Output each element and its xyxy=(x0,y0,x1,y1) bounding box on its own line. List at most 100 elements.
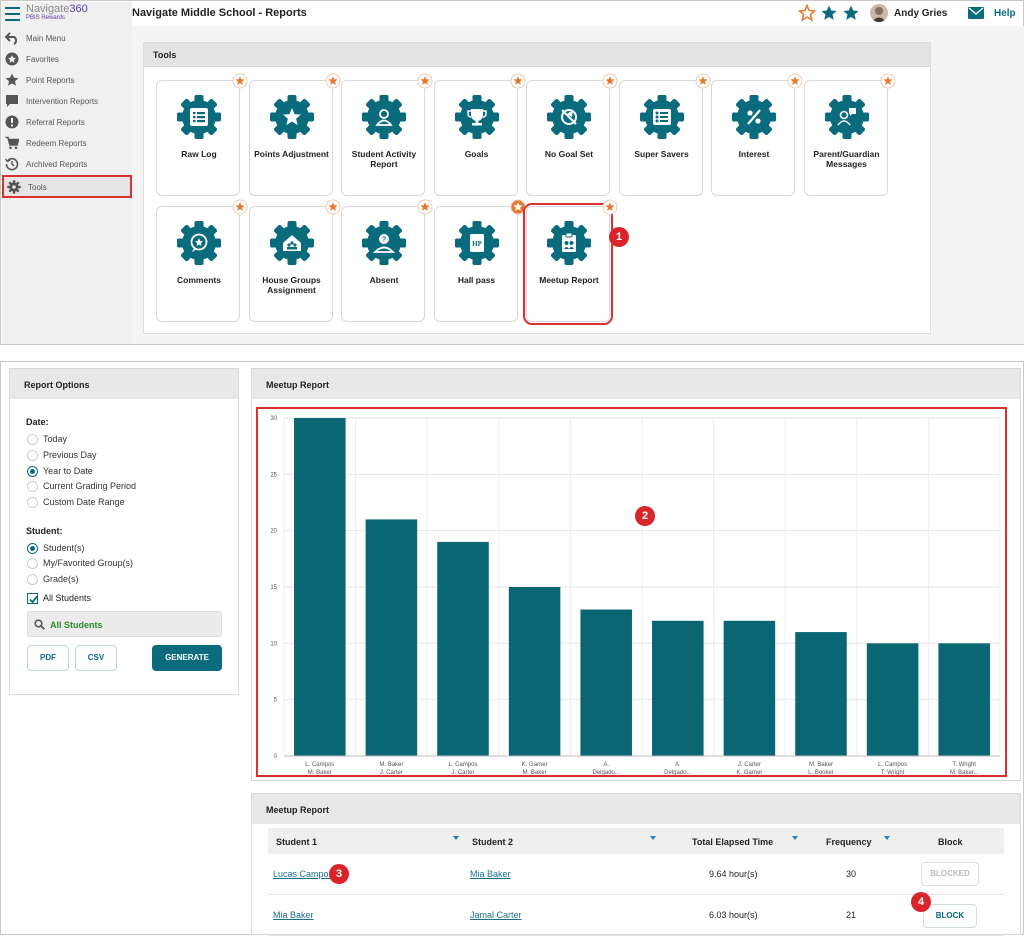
chart-bar[interactable] xyxy=(795,632,847,756)
tool-card-meetup-report[interactable]: Meetup Report xyxy=(523,199,618,325)
table-header-row: Student 1 Student 2 Total Elapsed Time F… xyxy=(268,828,1004,854)
favorite-star-icon[interactable] xyxy=(510,73,526,89)
student-option-grades[interactable]: Grade(s) xyxy=(27,573,227,587)
sidebar-item-favorites[interactable]: Favorites xyxy=(2,49,132,70)
logo-text: Navigate360 xyxy=(26,3,88,15)
chart-bar[interactable] xyxy=(508,587,561,756)
x-tick-label: L. Booker xyxy=(808,770,834,775)
chart-bar[interactable] xyxy=(652,620,704,756)
tool-card-points-adjustment[interactable]: Points Adjustment xyxy=(248,73,340,196)
tool-card-no-goal-set[interactable]: No Goal Set xyxy=(526,73,618,196)
help-link[interactable]: Help xyxy=(968,4,1018,22)
favorite-star-icon[interactable] xyxy=(880,73,896,89)
student2-link[interactable]: Mia Baker xyxy=(470,869,511,879)
chart-bar[interactable] xyxy=(365,519,418,756)
tool-card-super-savers[interactable]: Super Savers xyxy=(618,73,710,196)
csv-button[interactable]: CSV xyxy=(75,645,117,671)
blocked-button: BLOCKED xyxy=(921,862,979,886)
tool-card-label: Meetup Report xyxy=(539,275,599,285)
sidebar-item-tools[interactable]: Tools xyxy=(2,175,132,198)
column-header-student2[interactable]: Student 2 xyxy=(472,837,514,847)
percent-icon xyxy=(732,95,776,139)
y-tick-label: 25 xyxy=(270,472,277,478)
sidebar-item-main-menu[interactable]: Main Menu xyxy=(2,28,132,49)
checkbox-checked-icon xyxy=(27,593,38,604)
pdf-button[interactable]: PDF xyxy=(27,645,69,671)
student-option-students[interactable]: Student(s) xyxy=(27,542,227,556)
column-header-student1[interactable]: Student 1 xyxy=(276,837,318,847)
generate-button[interactable]: GENERATE xyxy=(152,645,222,671)
date-option-custom-date-range[interactable]: Custom Date Range xyxy=(27,496,227,510)
tool-card-label: Raw Log xyxy=(181,149,217,159)
sidebar-item-archived-reports[interactable]: Archived Reports xyxy=(2,154,132,175)
favorite-star-icon[interactable] xyxy=(602,73,618,89)
favorite-star-icon[interactable] xyxy=(325,73,341,89)
y-tick-label: 20 xyxy=(270,529,277,535)
tool-card-label: Student Activity Report xyxy=(351,149,417,169)
person-icon xyxy=(362,95,406,139)
student-search-input[interactable]: All Students xyxy=(27,611,222,637)
sidebar-item-intervention-reports[interactable]: Intervention Reports xyxy=(2,91,132,112)
block-button[interactable]: BLOCK xyxy=(923,904,977,928)
column-header-frequency[interactable]: Frequency xyxy=(826,837,872,847)
sidebar-item-point-reports[interactable]: Point Reports xyxy=(2,70,132,91)
tool-card-raw-log[interactable]: Raw Log xyxy=(156,73,248,196)
sort-icon[interactable] xyxy=(884,836,890,840)
step-marker-3: 3 xyxy=(329,864,349,884)
sort-icon[interactable] xyxy=(453,836,459,840)
date-option-today[interactable]: Today xyxy=(27,433,227,447)
radio-selected-icon xyxy=(27,543,38,554)
logo-subtitle: PBIS Rewards xyxy=(26,15,66,21)
meetup-bar-chart: 0 5 10 15 20 25 30 L. Campos M. Baker M. Baker J. … xyxy=(270,416,1001,775)
hamburger-menu-icon[interactable] xyxy=(5,7,20,21)
x-tick-label: J. Carter xyxy=(380,770,403,775)
chart-bar[interactable] xyxy=(938,643,990,756)
date-option-current-grading-period[interactable]: Current Grading Period xyxy=(27,480,227,494)
chart-bar[interactable] xyxy=(866,643,919,756)
chart-panel-header: Meetup Report xyxy=(252,369,1020,399)
chart-bar[interactable] xyxy=(437,541,489,756)
date-option-previous-day[interactable]: Previous Day xyxy=(27,449,227,463)
sidebar-item-redeem-reports[interactable]: Redeem Reports xyxy=(2,133,132,154)
sort-icon[interactable] xyxy=(792,836,798,840)
tool-card-comments[interactable]: Comments xyxy=(156,199,248,322)
tool-card-label: House Groups Assignment xyxy=(262,275,321,295)
favorite-star-icon[interactable] xyxy=(232,199,248,215)
tool-card-parent-guardian-messages[interactable]: Parent/Guardian Messages xyxy=(803,73,895,196)
sort-icon[interactable] xyxy=(650,836,656,840)
tool-card-label: Super Savers xyxy=(634,149,689,159)
student-option-groups[interactable]: My/Favorited Group(s) xyxy=(27,557,227,571)
meetup-clipboard-icon xyxy=(547,221,591,265)
favorite-star-icon[interactable] xyxy=(232,73,248,89)
student2-link[interactable]: Jamal Carter xyxy=(470,910,522,920)
y-tick-label: 5 xyxy=(274,698,278,704)
date-option-year-to-date[interactable]: Year to Date xyxy=(27,465,227,479)
student1-link[interactable]: Mia Baker xyxy=(273,910,314,920)
tool-card-student-activity-report[interactable]: Student Activity Report xyxy=(341,73,433,196)
favorite-star-icon[interactable] xyxy=(417,199,433,215)
favorite-star-icon[interactable] xyxy=(417,73,433,89)
tools-panel: Tools Raw Log Points Adjustment Student Ac… xyxy=(143,42,931,334)
x-tick-label: J. Carter xyxy=(738,762,761,768)
favorite-star-icon[interactable] xyxy=(325,199,341,215)
favorite-star-icon[interactable] xyxy=(510,199,526,215)
student1-link[interactable]: Lucas Campos xyxy=(273,869,334,879)
sidebar-item-referral-reports[interactable]: Referral Reports xyxy=(2,112,132,133)
star-icon xyxy=(5,73,19,86)
favorite-star-icon[interactable] xyxy=(602,199,618,215)
chart-bar[interactable] xyxy=(580,609,632,756)
tool-card-goals[interactable]: Goals xyxy=(433,73,525,196)
tool-card-house-groups-assignment[interactable]: House Groups Assignment xyxy=(248,199,340,322)
tool-card-hall-pass[interactable]: HP Hall pass xyxy=(433,199,525,322)
x-tick-label: L. Campos xyxy=(305,762,334,768)
chart-bar[interactable] xyxy=(294,418,346,756)
all-students-checkbox[interactable]: All Students xyxy=(27,592,177,606)
favorite-star-icon[interactable] xyxy=(695,73,711,89)
column-header-total-elapsed-time[interactable]: Total Elapsed Time xyxy=(692,837,774,847)
rating-stars-icon[interactable] xyxy=(798,4,860,22)
tool-card-absent[interactable]: ? Absent xyxy=(341,199,433,322)
user-menu[interactable]: Andy Gries xyxy=(870,4,984,24)
chart-bar[interactable] xyxy=(723,620,776,756)
favorite-star-icon[interactable] xyxy=(787,73,803,89)
tool-card-interest[interactable]: Interest xyxy=(711,73,803,196)
